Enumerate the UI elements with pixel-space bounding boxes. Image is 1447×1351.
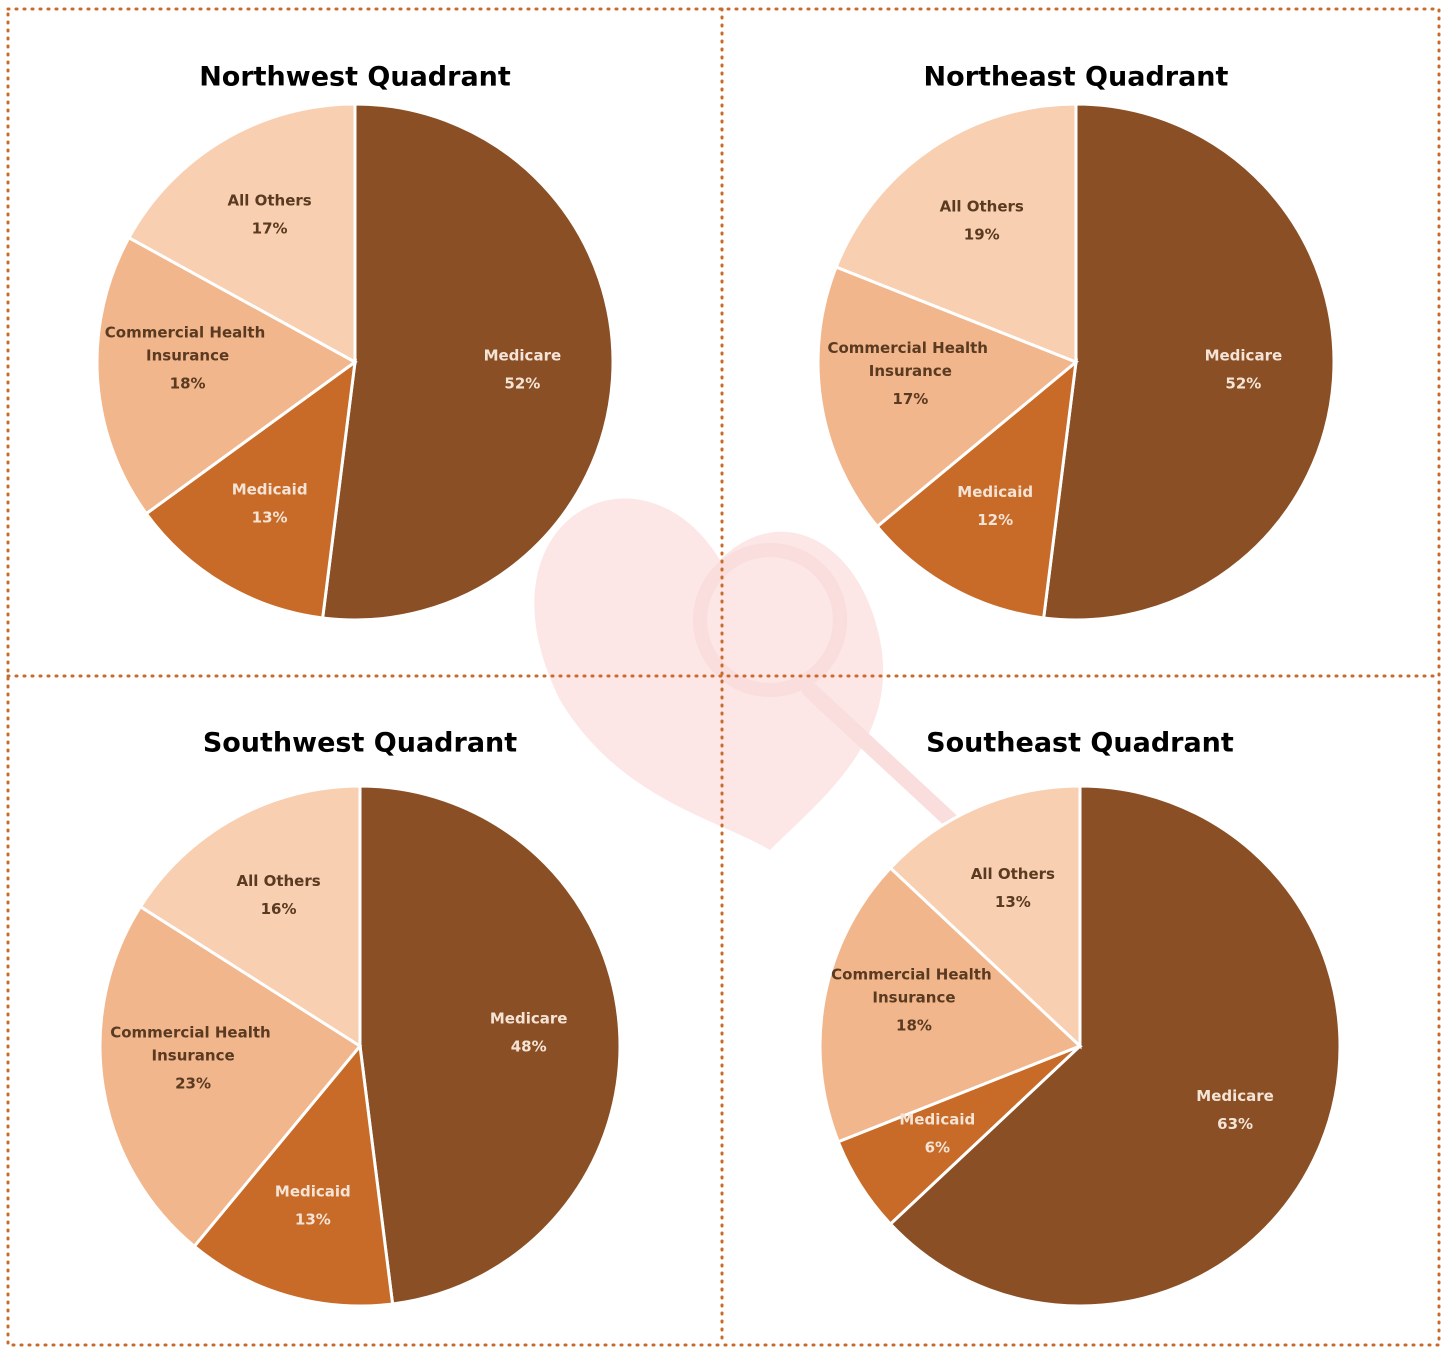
- data-label-name: Medicaid: [275, 1182, 351, 1200]
- chart-title: Northwest Quadrant: [199, 62, 511, 93]
- data-label-name: All Others: [236, 872, 320, 890]
- data-label: 17%: [892, 390, 928, 408]
- data-label-name: All Others: [228, 192, 312, 210]
- data-label-name: All Others: [971, 865, 1055, 883]
- chart-title: Southeast Quadrant: [926, 728, 1234, 759]
- background-decoration: [534, 498, 950, 850]
- data-label-name: Medicare: [484, 347, 562, 365]
- data-label: 13%: [252, 508, 288, 526]
- data-label: 16%: [261, 900, 297, 918]
- data-label: 13%: [995, 893, 1031, 911]
- pie-slice: [1044, 104, 1334, 620]
- data-label: 19%: [964, 225, 1000, 243]
- data-label: 18%: [170, 375, 206, 393]
- data-label-name: Medicaid: [957, 483, 1033, 501]
- data-label: 52%: [1225, 375, 1261, 393]
- data-label: 63%: [1217, 1115, 1253, 1133]
- pie-slice: [360, 786, 620, 1304]
- data-label-name: Medicaid: [232, 480, 308, 498]
- data-label-name: Medicare: [1196, 1087, 1274, 1105]
- data-label-name: All Others: [940, 197, 1024, 215]
- data-label: 17%: [252, 220, 288, 238]
- data-label: 52%: [504, 375, 540, 393]
- data-label: 18%: [896, 1016, 932, 1034]
- data-label: 12%: [977, 511, 1013, 529]
- data-label: 6%: [925, 1139, 950, 1157]
- chart-title: Southwest Quadrant: [203, 728, 517, 759]
- data-label-name: Medicaid: [899, 1111, 975, 1129]
- chart: Northwest Quadrant Medicare 52% Medicaid 13%…: [0, 0, 1447, 1351]
- data-label: 48%: [511, 1037, 547, 1055]
- data-label: 23%: [175, 1074, 211, 1092]
- data-label-name: Medicare: [1205, 347, 1283, 365]
- data-label: 13%: [295, 1210, 331, 1228]
- data-label-name: Medicare: [490, 1009, 568, 1027]
- chart-title: Northeast Quadrant: [924, 62, 1229, 93]
